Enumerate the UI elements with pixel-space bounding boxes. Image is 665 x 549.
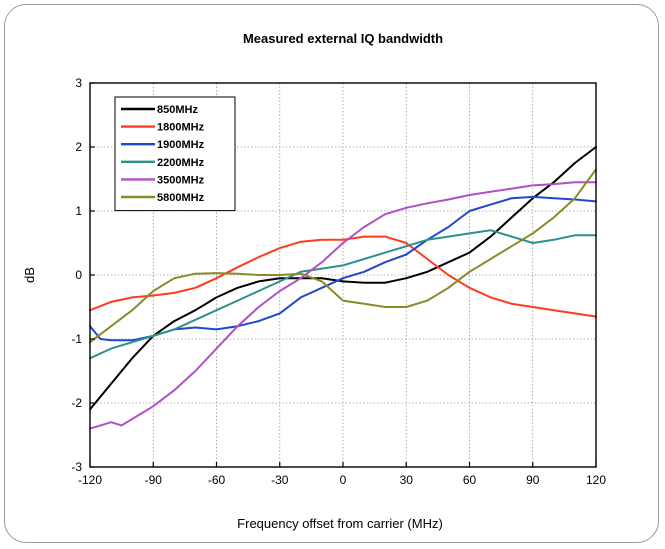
legend-label: 850MHz [157,104,198,116]
x-tick-label: -120 [78,473,102,487]
y-tick-label: 2 [75,140,82,154]
series-line-5800mhz [89,168,597,344]
y-tick-label: -1 [71,332,82,346]
x-tick-label: 0 [340,473,347,487]
series-layer [89,146,597,430]
legend-label: 5800MHz [157,192,205,204]
legend-label: 2200MHz [157,157,205,169]
x-tick-label: 30 [400,473,414,487]
legend: 850MHz 1800MHz 1900MHz 2200MHz 3500MHz 5800MH… [114,96,236,212]
x-tick-label: 60 [463,473,477,487]
chart-title: Measured external IQ bandwidth [243,31,443,46]
x-tick-label: 90 [526,473,540,487]
legend-label: 1800MHz [157,122,205,134]
x-tick-label: -30 [271,473,289,487]
y-axis-label: dB [22,267,37,283]
legend-label: 3500MHz [157,174,205,186]
series-line-3500mhz [89,181,597,430]
legend-box [114,96,236,212]
series-line-2200mhz [89,229,597,360]
legend-label: 1900MHz [157,139,205,151]
x-tick-label: -60 [208,473,226,487]
y-tick-label: -3 [71,460,82,474]
x-tick-label: 120 [586,473,606,487]
series-line-850mhz [89,146,597,411]
ticks: -120 -90 -60 -30 0 30 60 90 120 -3 -2 -1 0 1 2 3 [71,76,606,487]
x-axis-label: Frequency offset from carrier (MHz) [237,516,443,531]
y-tick-label: 3 [75,76,82,90]
y-tick-label: 0 [75,268,82,282]
y-tick-label: 1 [75,204,82,218]
x-tick-label: -90 [145,473,163,487]
chart-frame [4,4,659,543]
series-line-1800mhz [89,235,597,318]
y-tick-label: -2 [71,396,82,410]
